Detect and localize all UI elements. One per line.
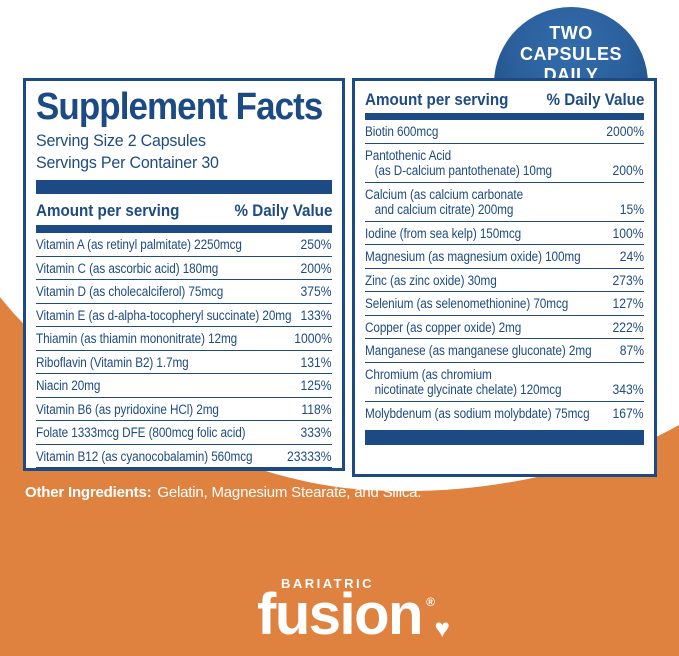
daily-value: 118% [301,401,332,417]
table-row: Vitamin B6 (as pyridoxine HCl) 2mg 118% [36,398,332,422]
table-row: Biotin 600mcg 2000% [365,120,644,144]
bariatric-fusion-logo: BARIATRIC fusion ® ♥ [257,576,450,647]
daily-value: 133% [300,307,332,323]
table-row: Vitamin B12 (as cyanocobalamin) 560mcg 2… [36,445,332,469]
servings-per-container: Servings Per Container 30 [36,152,219,172]
nutrient-name: Selenium (as selenomethionine) 70mcg [365,296,569,311]
nutrient-name-line2: (as D-calcium pantothenate) 10mg [374,163,552,178]
daily-value: 24% [619,249,644,264]
table-row: Niacin 20mg 125% [36,374,332,398]
supplement-facts-panel-left: Supplement Facts Serving Size 2 Capsules… [23,78,345,471]
table-row: Selenium (as selenomethionine) 70mcg 127… [365,292,644,316]
amount-per-serving-header: Amount per serving [365,91,509,109]
table-row: Calcium (as calcium carbonate and calcium… [365,183,644,222]
heart-icon: ♥ [434,613,450,643]
daily-value: 250% [300,237,332,253]
table-row: Folate 1333mcg DFE (800mcg folic acid) 3… [36,421,332,445]
table-row: Vitamin E (as d-alpha-tocopheryl succina… [36,304,332,328]
nutrient-name: Zinc (as zinc oxide) 30mg [365,272,497,288]
daily-value: 343% [612,382,644,397]
daily-value-header: % Daily Value [234,202,332,221]
nutrient-name-line1: Pantothenic Acid [365,147,452,163]
table-row: Copper (as copper oxide) 2mg 222% [365,316,644,339]
daily-value: 23333% [287,448,332,464]
nutrient-name: Biotin 600mcg [365,124,439,139]
nutrient-name: Molybdenum (as sodium molybdate) 75mcg [365,405,590,421]
table-row: Chromium (as chromium nicotinate glycinat… [365,363,644,402]
nutrient-name: Manganese (as manganese gluconate) 2mg [365,343,592,358]
badge-line-1: TWO [549,23,593,43]
badge-line-2: CAPSULES [519,44,622,65]
table-row: Zinc (as zinc oxide) 30mg 273% [365,269,644,292]
table-row: Vitamin D (as cholecalciferol) 75mcg 375… [36,280,332,304]
table-row: Thiamin (as thiamin mononitrate) 12mg 10… [36,327,332,351]
table-row: Molybdenum (as sodium molybdate) 75mcg 1… [365,402,644,425]
daily-value: 200% [300,260,332,276]
table-row: Pantothenic Acid (as D-calcium pantothena… [365,144,644,183]
divider-bar-thin [365,113,644,120]
nutrient-name: Vitamin A (as retinyl palmitate) 2250mcg [36,237,242,253]
daily-value: 131% [300,354,332,370]
nutrient-name: Chromium (as chromium nicotinate glycinat… [365,367,608,398]
nutrient-name: Iodine (from sea kelp) 150mcg [365,225,522,241]
other-ingredients-value: Gelatin, Magnesium Stearate, and Silica. [157,484,422,501]
daily-value: 375% [300,284,332,300]
nutrient-name: Thiamin (as thiamin mononitrate) 12mg [36,331,238,347]
nutrient-name-line1: Chromium (as chromium [365,366,492,382]
orange-swoosh-shape [0,297,679,656]
brand-name-main-wrap: fusion ® ♥ [257,582,450,647]
divider-bar-thick [36,180,332,195]
table-row: Vitamin A (as retinyl palmitate) 2250mcg… [36,233,332,257]
nutrient-name: Magnesium (as magnesium oxide) 100mg [365,249,581,264]
daily-value: 15% [619,202,644,217]
nutrient-name: Vitamin B6 (as pyridoxine HCl) 2mg [36,401,219,417]
other-ingredients-label: Other Ingredients: [25,484,152,501]
nutrient-name: Calcium (as calcium carbonate and calcium… [365,187,608,218]
registered-trademark-icon: ® [426,595,435,609]
daily-value: 167% [612,405,644,421]
nutrient-name: Copper (as copper oxide) 2mg [365,319,522,335]
daily-value: 100% [612,225,644,241]
nutrient-name-line2: nicotinate glycinate chelate) 120mcg [374,382,562,397]
nutrient-name: Vitamin D (as cholecalciferol) 75mcg [36,284,224,300]
brand-name-top: BARIATRIC [280,576,375,591]
daily-value: 333% [300,425,332,441]
nutrient-name-line2: and calcium citrate) 200mg [374,202,514,217]
supplement-facts-title: Supplement Facts [36,86,323,128]
daily-value: 87% [619,343,644,358]
serving-size: Serving Size 2 Capsules [36,130,206,150]
nutrient-name: Niacin 20mg [36,378,101,394]
nutrient-name: Riboflavin (Vitamin B2) 1.7mg [36,354,189,370]
nutrient-name: Vitamin C (as ascorbic acid) 180mg [36,260,219,276]
column-header-row: Amount per serving % Daily Value [36,197,332,221]
nutrient-name: Pantothenic Acid (as D-calcium pantothena… [365,148,608,179]
nutrient-name: Vitamin E (as d-alpha-tocopheryl succina… [36,307,292,323]
table-row: Magnesium (as magnesium oxide) 100mg 24% [365,245,644,269]
amount-per-serving-header: Amount per serving [36,202,180,221]
divider-bar-mid [36,225,332,234]
table-row: Iodine (from sea kelp) 150mcg 100% [365,222,644,245]
nutrient-name: Vitamin B12 (as cyanocobalamin) 560mcg [36,448,253,464]
brand-name-main: fusion [257,582,423,647]
table-row: Manganese (as manganese gluconate) 2mg 8… [365,339,644,363]
table-row: Riboflavin (Vitamin B2) 1.7mg 131% [36,351,332,375]
nutrient-name-line1: Calcium (as calcium carbonate [365,186,524,202]
divider-bar-footer [365,430,644,445]
daily-value: 127% [612,296,644,311]
daily-value: 125% [300,378,332,394]
table-row: Vitamin C (as ascorbic acid) 180mg 200% [36,257,332,281]
daily-value: 273% [612,272,644,288]
nutrient-name: Folate 1333mcg DFE (800mcg folic acid) [36,425,246,441]
daily-value: 2000% [606,124,644,139]
daily-value: 222% [612,319,644,335]
daily-value-header: % Daily Value [546,91,644,109]
other-ingredients: Other Ingredients: Gelatin, Magnesium Ste… [25,484,421,501]
daily-value: 200% [612,163,644,178]
supplement-facts-panel-right: Amount per serving % Daily Value Biotin … [352,78,657,477]
column-header-row: Amount per serving % Daily Value [365,86,644,110]
daily-value: 1000% [294,331,332,347]
